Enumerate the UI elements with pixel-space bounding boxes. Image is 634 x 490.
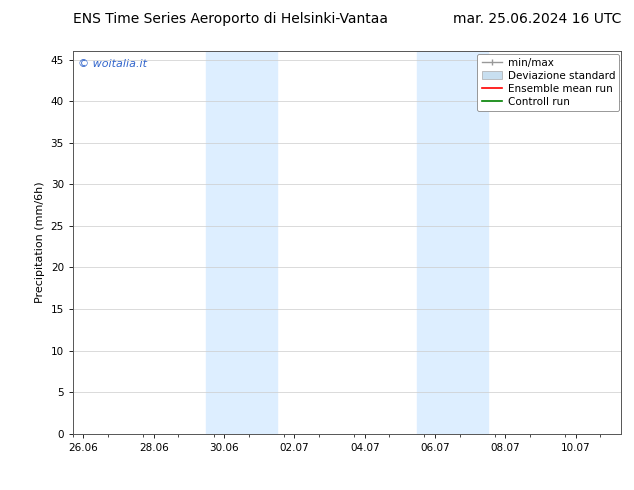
Y-axis label: Precipitation (mm/6h): Precipitation (mm/6h): [35, 182, 45, 303]
Text: © woitalia.it: © woitalia.it: [79, 59, 147, 69]
Text: mar. 25.06.2024 16 UTC: mar. 25.06.2024 16 UTC: [453, 12, 621, 26]
Bar: [207, 51, 277, 434]
Legend: min/max, Deviazione standard, Ensemble mean run, Controll run: min/max, Deviazione standard, Ensemble m…: [477, 53, 619, 111]
Text: ENS Time Series Aeroporto di Helsinki-Vantaa: ENS Time Series Aeroporto di Helsinki-Va…: [73, 12, 388, 26]
Bar: [417, 51, 488, 434]
